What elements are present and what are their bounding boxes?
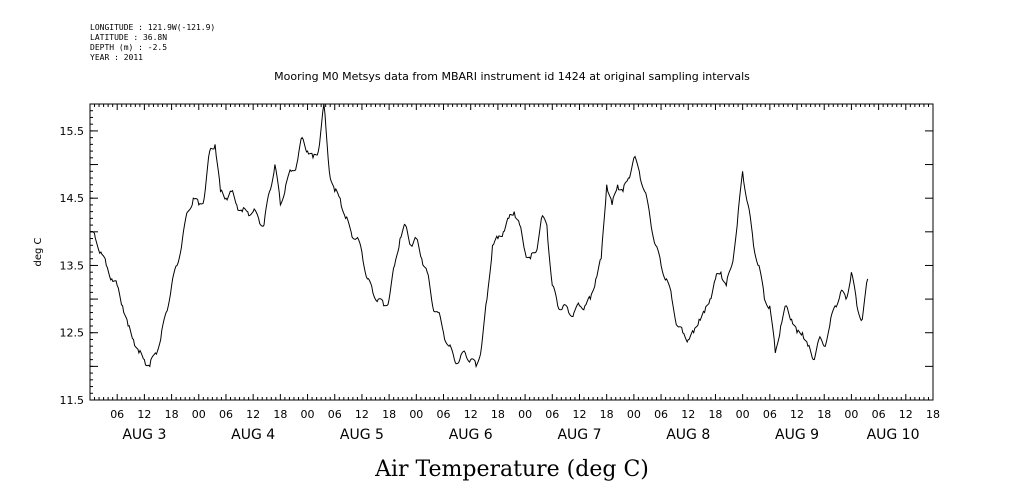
y-tick-label: 13.5 (60, 259, 85, 272)
x-day-label: AUG 6 (449, 427, 493, 443)
x-hour-label: 06 (872, 408, 886, 421)
y-axis-label: deg C (33, 237, 44, 266)
x-axis-label: Air Temperature (deg C) (374, 457, 649, 482)
x-day-label: AUG 9 (775, 427, 819, 443)
meta-longitude: LONGITUDE : 121.9W(-121.9) (90, 23, 215, 32)
x-hour-label: 18 (273, 408, 287, 421)
x-hour-label: 06 (110, 408, 124, 421)
chart-title: Mooring M0 Metsys data from MBARI instru… (274, 70, 750, 83)
x-hour-label: 18 (817, 408, 831, 421)
x-hour-label: 18 (165, 408, 179, 421)
x-hour-label: 12 (355, 408, 369, 421)
x-hour-label: 00 (192, 408, 206, 421)
x-hour-label: 18 (382, 408, 396, 421)
x-hour-label: 00 (301, 408, 315, 421)
x-day-label: AUG 4 (231, 427, 275, 443)
meta-depth: DEPTH (m) : -2.5 (90, 43, 167, 52)
x-day-label: AUG 10 (867, 427, 920, 443)
x-hour-label: 12 (137, 408, 151, 421)
x-hour-label: 00 (844, 408, 858, 421)
x-hour-label: 06 (437, 408, 451, 421)
x-hour-label: 00 (736, 408, 750, 421)
y-tick-label: 15.5 (60, 125, 85, 138)
plot-frame (89, 103, 934, 401)
minor-ticks (89, 104, 934, 400)
x-hour-label: 12 (681, 408, 695, 421)
x-hour-label: 18 (926, 408, 940, 421)
x-day-label: AUG 3 (122, 427, 166, 443)
x-hour-label: 18 (491, 408, 505, 421)
x-day-label: AUG 7 (557, 427, 601, 443)
y-tick-label: 11.5 (60, 394, 85, 407)
x-hour-label: 00 (518, 408, 532, 421)
x-hour-label: 12 (790, 408, 804, 421)
meta-year: YEAR : 2011 (90, 53, 143, 62)
series-layer (89, 103, 869, 369)
meta-latitude: LATITUDE : 36.8N (90, 33, 167, 42)
y-axis: 11.5 12.5 13.5 14.5 15.5 (60, 103, 933, 407)
x-hour-label: 12 (464, 408, 478, 421)
x-hour-label: 06 (763, 408, 777, 421)
x-hour-label: 06 (654, 408, 668, 421)
x-hour-label: 12 (899, 408, 913, 421)
x-hour-label: 06 (328, 408, 342, 421)
x-hour-label: 12 (572, 408, 586, 421)
x-hour-label: 00 (409, 408, 423, 421)
y-tick-label: 14.5 (60, 192, 85, 205)
x-hour-label: 12 (246, 408, 260, 421)
series-line-0 (89, 103, 869, 369)
x-day-label: AUG 5 (340, 427, 384, 443)
x-hour-label: 00 (627, 408, 641, 421)
x-axis: 06 12 18 00 06 12 18 00 06 12 18 00 06 12 18 00 06 12 18 00… (110, 408, 940, 443)
x-hour-label: 18 (600, 408, 614, 421)
x-hour-label: 06 (545, 408, 559, 421)
x-hour-label: 06 (219, 408, 233, 421)
y-tick-label: 12.5 (60, 327, 85, 340)
x-day-label: AUG 8 (666, 427, 710, 443)
x-hour-label: 18 (708, 408, 722, 421)
